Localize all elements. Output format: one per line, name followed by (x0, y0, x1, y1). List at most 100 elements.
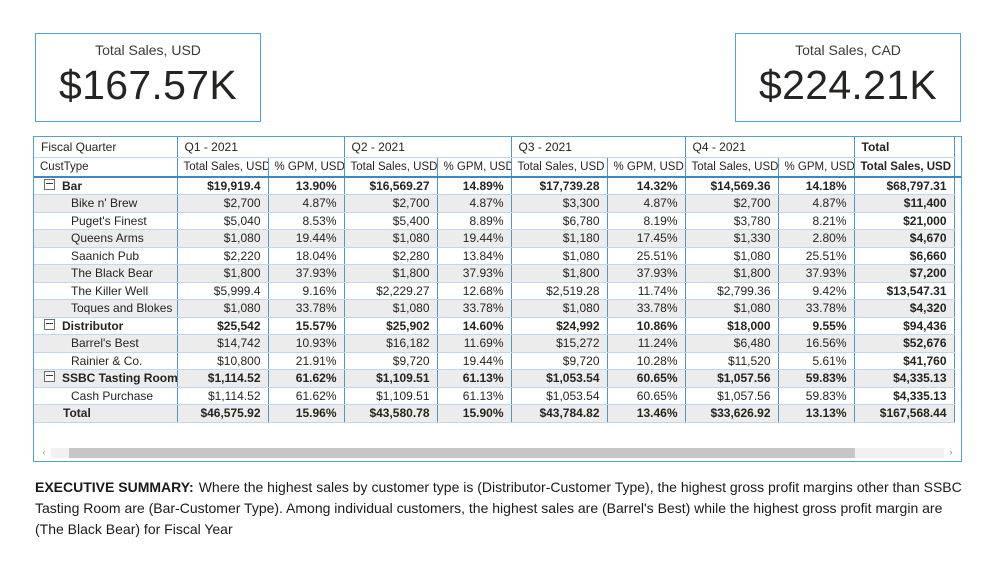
row-label-saanich-pub[interactable]: Saanich Pub (34, 247, 178, 265)
cell-barrel-s-best-6[interactable]: $6,480 (685, 334, 779, 353)
cell-bike-n-brew-5[interactable]: 4.87% (607, 194, 686, 213)
cell-puget-s-finest-6[interactable]: $3,780 (685, 212, 779, 230)
cell-distributor-2[interactable]: $25,902 (344, 317, 438, 335)
cell-ssbc-tasting-room-7[interactable]: 59.83% (778, 369, 855, 388)
cell-cash-purchase-8[interactable]: $4,335.13 (854, 387, 955, 405)
cell-barrel-s-best-4[interactable]: $15,272 (511, 334, 608, 353)
cell-toques-and-blokes-1[interactable]: 33.78% (268, 299, 345, 318)
cell-toques-and-blokes-8[interactable]: $4,320 (854, 299, 955, 318)
row-label-bar[interactable]: Bar (34, 177, 178, 195)
cell-distributor-0[interactable]: $25,542 (177, 317, 269, 335)
cell-rainier-co-3[interactable]: 19.44% (437, 352, 512, 370)
cell-queens-arms-1[interactable]: 19.44% (268, 229, 345, 248)
cell-saanich-pub-2[interactable]: $2,280 (344, 247, 438, 265)
cell-rainier-co-1[interactable]: 21.91% (268, 352, 345, 370)
cell-saanich-pub-7[interactable]: 25.51% (778, 247, 855, 265)
cell-bar-5[interactable]: 14.32% (607, 177, 686, 195)
row-label-the-killer-well[interactable]: The Killer Well (34, 282, 178, 300)
row-label-distributor[interactable]: Distributor (34, 317, 178, 335)
cell-puget-s-finest-3[interactable]: 8.89% (437, 212, 512, 230)
row-label-puget-s-finest[interactable]: Puget's Finest (34, 212, 178, 230)
cell-saanich-pub-8[interactable]: $6,660 (854, 247, 955, 265)
cell-the-black-bear-4[interactable]: $1,800 (511, 264, 608, 283)
cell-the-killer-well-3[interactable]: 12.68% (437, 282, 512, 300)
cell-total-5[interactable]: 13.46% (607, 404, 686, 423)
cell-the-killer-well-8[interactable]: $13,547.31 (854, 282, 955, 300)
card-total-sales-cad[interactable]: Total Sales, CAD $224.21K (735, 33, 961, 122)
cell-distributor-3[interactable]: 14.60% (437, 317, 512, 335)
cell-saanich-pub-5[interactable]: 25.51% (607, 247, 686, 265)
cell-queens-arms-4[interactable]: $1,180 (511, 229, 608, 248)
cell-cash-purchase-5[interactable]: 60.65% (607, 387, 686, 405)
cell-bar-1[interactable]: 13.90% (268, 177, 345, 195)
cell-total-2[interactable]: $43,580.78 (344, 404, 438, 423)
cell-saanich-pub-1[interactable]: 18.04% (268, 247, 345, 265)
cell-total-1[interactable]: 15.96% (268, 404, 345, 423)
row-label-toques-and-blokes[interactable]: Toques and Blokes (34, 299, 178, 318)
cell-the-black-bear-7[interactable]: 37.93% (778, 264, 855, 283)
cell-toques-and-blokes-3[interactable]: 33.78% (437, 299, 512, 318)
cell-rainier-co-4[interactable]: $9,720 (511, 352, 608, 370)
cell-queens-arms-2[interactable]: $1,080 (344, 229, 438, 248)
row-label-ssbc-tasting-room[interactable]: SSBC Tasting Room (34, 369, 178, 388)
cell-queens-arms-5[interactable]: 17.45% (607, 229, 686, 248)
cell-the-black-bear-6[interactable]: $1,800 (685, 264, 779, 283)
cell-cash-purchase-6[interactable]: $1,057.56 (685, 387, 779, 405)
card-total-sales-usd[interactable]: Total Sales, USD $167.57K (35, 33, 261, 122)
cell-the-killer-well-1[interactable]: 9.16% (268, 282, 345, 300)
cell-queens-arms-6[interactable]: $1,330 (685, 229, 779, 248)
cell-rainier-co-7[interactable]: 5.61% (778, 352, 855, 370)
scroll-right-icon[interactable]: › (949, 447, 953, 457)
cell-bar-7[interactable]: 14.18% (778, 177, 855, 195)
cell-puget-s-finest-4[interactable]: $6,780 (511, 212, 608, 230)
cell-toques-and-blokes-0[interactable]: $1,080 (177, 299, 269, 318)
cell-queens-arms-3[interactable]: 19.44% (437, 229, 512, 248)
cell-queens-arms-8[interactable]: $4,670 (854, 229, 955, 248)
cell-total-7[interactable]: 13.13% (778, 404, 855, 423)
cell-bike-n-brew-0[interactable]: $2,700 (177, 194, 269, 213)
cell-bar-0[interactable]: $19,919.4 (177, 177, 269, 195)
cell-puget-s-finest-0[interactable]: $5,040 (177, 212, 269, 230)
cell-bike-n-brew-7[interactable]: 4.87% (778, 194, 855, 213)
cell-ssbc-tasting-room-0[interactable]: $1,114.52 (177, 369, 269, 388)
cell-the-killer-well-6[interactable]: $2,799.36 (685, 282, 779, 300)
cell-total-6[interactable]: $33,626.92 (685, 404, 779, 423)
scroll-left-icon[interactable]: ‹ (42, 447, 46, 457)
cell-puget-s-finest-2[interactable]: $5,400 (344, 212, 438, 230)
cell-distributor-5[interactable]: 10.86% (607, 317, 686, 335)
scrollbar-thumb[interactable] (68, 447, 855, 458)
cell-rainier-co-0[interactable]: $10,800 (177, 352, 269, 370)
cell-saanich-pub-3[interactable]: 13.84% (437, 247, 512, 265)
cell-bike-n-brew-4[interactable]: $3,300 (511, 194, 608, 213)
cell-distributor-1[interactable]: 15.57% (268, 317, 345, 335)
cell-barrel-s-best-0[interactable]: $14,742 (177, 334, 269, 353)
cell-bar-8[interactable]: $68,797.31 (854, 177, 955, 195)
cell-puget-s-finest-7[interactable]: 8.21% (778, 212, 855, 230)
cell-the-killer-well-5[interactable]: 11.74% (607, 282, 686, 300)
cell-barrel-s-best-2[interactable]: $16,182 (344, 334, 438, 353)
cell-saanich-pub-0[interactable]: $2,220 (177, 247, 269, 265)
row-label-rainier-co[interactable]: Rainier & Co. (34, 352, 178, 370)
row-label-barrel-s-best[interactable]: Barrel's Best (34, 334, 178, 353)
cell-ssbc-tasting-room-3[interactable]: 61.13% (437, 369, 512, 388)
cell-the-black-bear-3[interactable]: 37.93% (437, 264, 512, 283)
row-label-queens-arms[interactable]: Queens Arms (34, 229, 178, 248)
cell-distributor-7[interactable]: 9.55% (778, 317, 855, 335)
cell-ssbc-tasting-room-4[interactable]: $1,053.54 (511, 369, 608, 388)
cell-bar-6[interactable]: $14,569.36 (685, 177, 779, 195)
cell-toques-and-blokes-5[interactable]: 33.78% (607, 299, 686, 318)
cell-barrel-s-best-3[interactable]: 11.69% (437, 334, 512, 353)
cell-the-black-bear-8[interactable]: $7,200 (854, 264, 955, 283)
collapse-icon[interactable] (44, 179, 55, 190)
cell-rainier-co-5[interactable]: 10.28% (607, 352, 686, 370)
row-label-cash-purchase[interactable]: Cash Purchase (34, 387, 178, 405)
row-label-bike-n-brew[interactable]: Bike n' Brew (34, 194, 178, 213)
cell-distributor-6[interactable]: $18,000 (685, 317, 779, 335)
cell-total-8[interactable]: $167,568.44 (854, 404, 955, 423)
cell-rainier-co-6[interactable]: $11,520 (685, 352, 779, 370)
cell-the-killer-well-2[interactable]: $2,229.27 (344, 282, 438, 300)
cell-cash-purchase-2[interactable]: $1,109.51 (344, 387, 438, 405)
cell-saanich-pub-6[interactable]: $1,080 (685, 247, 779, 265)
cell-bar-3[interactable]: 14.89% (437, 177, 512, 195)
cell-bike-n-brew-2[interactable]: $2,700 (344, 194, 438, 213)
